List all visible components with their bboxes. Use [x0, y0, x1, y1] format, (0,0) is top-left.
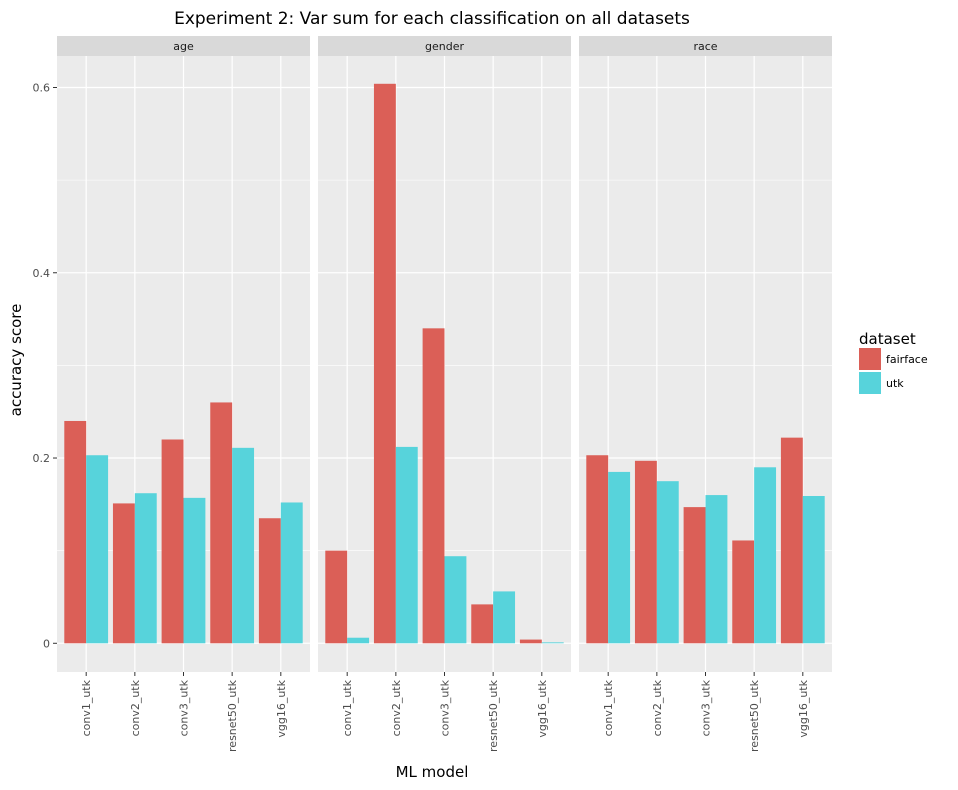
bar-gender-fairface-vgg16_utk	[519, 639, 542, 644]
facet-panel-age: age conv1_utk conv2_utk conv3_utk resnet50_u…	[57, 36, 310, 752]
x-tick-label: conv3_utk	[439, 679, 452, 736]
facet-strip	[318, 36, 571, 56]
y-tick-label: 0.4	[33, 267, 51, 280]
legend-swatch-utk	[859, 372, 881, 394]
bar-gender-fairface-conv1_utk	[325, 550, 348, 644]
bar-age-fairface-conv3_utk	[161, 439, 184, 644]
x-tick-label: conv3_utk	[700, 679, 713, 736]
bar-race-fairface-vgg16_utk	[780, 437, 803, 644]
x-tick-label: vgg16_utk	[797, 679, 810, 737]
bar-age-utk-conv3_utk	[183, 497, 206, 644]
bar-race-utk-resnet50_utk	[754, 467, 777, 644]
facet-panel-gender: gender conv1_utk conv2_utk conv3_utk resnet5…	[318, 36, 571, 752]
legend-label-utk: utk	[886, 377, 904, 390]
bar-age-utk-vgg16_utk	[280, 502, 303, 644]
facet-panels: age conv1_utk conv2_utk conv3_utk resnet50_u…	[57, 36, 832, 752]
y-axis-title: accuracy score	[7, 304, 25, 417]
x-tick-label: conv2_utk	[390, 679, 403, 736]
x-tick-label: conv3_utk	[178, 679, 191, 736]
bar-race-utk-conv2_utk	[656, 481, 679, 644]
bar-race-utk-vgg16_utk	[802, 496, 825, 644]
bar-gender-utk-vgg16_utk	[541, 642, 564, 644]
y-tick-label: 0.2	[33, 452, 51, 465]
bar-race-utk-conv1_utk	[608, 471, 631, 644]
facet-strip-label: race	[693, 40, 717, 53]
x-tick-label: resnet50_utk	[226, 679, 239, 752]
x-tick-label: conv1_utk	[341, 679, 354, 736]
bar-race-fairface-conv1_utk	[586, 455, 609, 644]
facet-strip-label: age	[173, 40, 194, 53]
x-tick-label: conv2_utk	[129, 679, 142, 736]
x-tick-label: resnet50_utk	[748, 679, 761, 752]
bar-age-fairface-conv1_utk	[64, 420, 87, 644]
bar-gender-utk-conv3_utk	[444, 556, 467, 644]
bar-gender-utk-resnet50_utk	[493, 591, 516, 644]
bar-race-fairface-conv2_utk	[634, 460, 657, 644]
bar-gender-fairface-conv3_utk	[422, 328, 445, 644]
legend-swatch-fairface	[859, 348, 881, 370]
bar-age-utk-resnet50_utk	[232, 447, 255, 644]
x-tick-label: conv1_utk	[602, 679, 615, 736]
chart-title: Experiment 2: Var sum for each classific…	[174, 9, 690, 29]
bar-gender-utk-conv1_utk	[347, 637, 370, 644]
legend: dataset fairface utk	[859, 330, 928, 394]
bar-gender-fairface-resnet50_utk	[471, 604, 494, 644]
y-axis: 0 0.2 0.4 0.6	[33, 81, 57, 650]
bar-age-utk-conv2_utk	[134, 493, 157, 644]
bar-age-fairface-resnet50_utk	[210, 402, 233, 644]
bar-gender-utk-conv2_utk	[395, 446, 418, 644]
x-tick-label: resnet50_utk	[487, 679, 500, 752]
legend-title: dataset	[859, 330, 916, 348]
x-tick-label: conv2_utk	[651, 679, 664, 736]
bar-race-fairface-conv3_utk	[683, 507, 706, 644]
facet-panel-race: race conv1_utk conv2_utk conv3_utk resnet50_…	[579, 36, 832, 752]
y-tick-label: 0	[43, 637, 50, 650]
bar-gender-fairface-conv2_utk	[373, 83, 396, 644]
bar-age-utk-conv1_utk	[86, 455, 109, 644]
bar-race-utk-conv3_utk	[705, 495, 728, 644]
facet-strip	[57, 36, 310, 56]
x-tick-label: vgg16_utk	[275, 679, 288, 737]
bar-age-fairface-conv2_utk	[112, 503, 135, 644]
x-axis-title: ML model	[396, 763, 469, 781]
y-tick-label: 0.6	[33, 81, 51, 94]
x-tick-label: vgg16_utk	[536, 679, 549, 737]
x-tick-label: conv1_utk	[80, 679, 93, 736]
bar-age-fairface-vgg16_utk	[258, 518, 281, 644]
bar-race-fairface-resnet50_utk	[732, 540, 755, 644]
facet-strip-label: gender	[425, 40, 464, 53]
legend-label-fairface: fairface	[886, 353, 928, 366]
facet-strip	[579, 36, 832, 56]
